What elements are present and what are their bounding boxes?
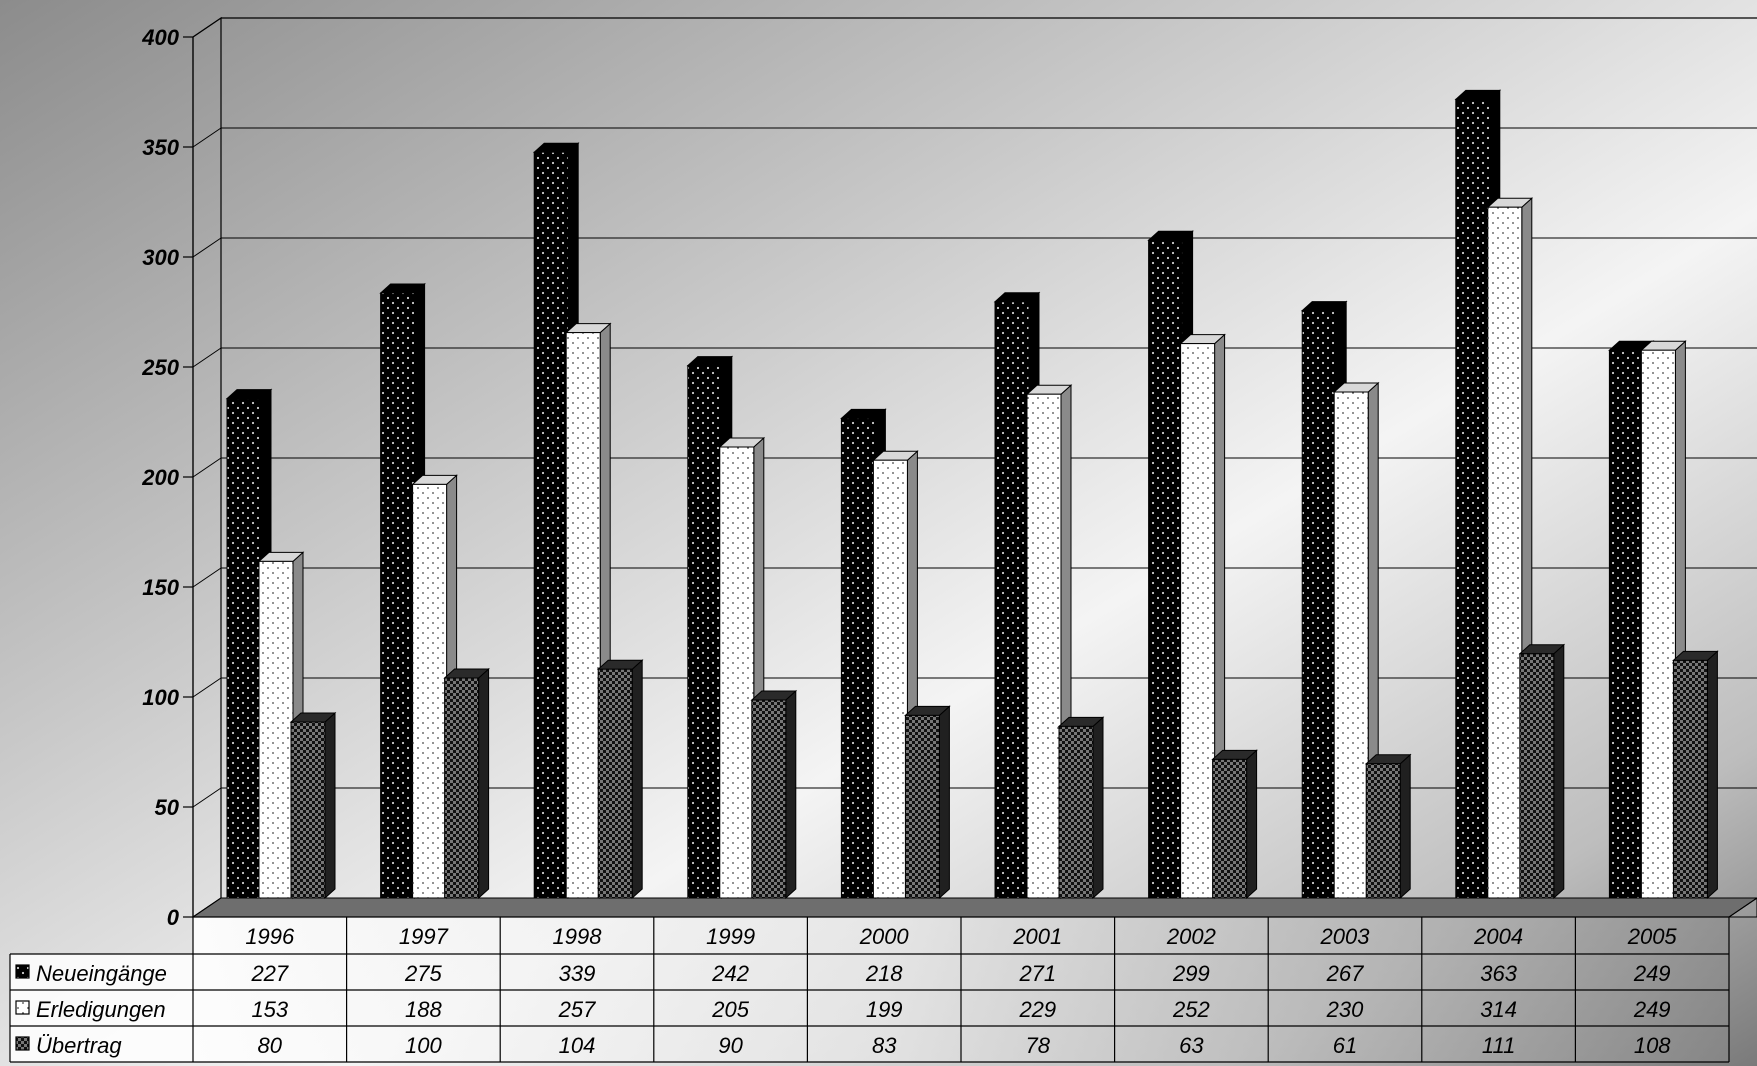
data-label: 227 — [250, 961, 288, 986]
x-tick-label: 1997 — [399, 924, 449, 949]
side-gridline — [192, 237, 222, 258]
side-gridline — [192, 17, 222, 38]
y-tick-label: 150 — [142, 575, 179, 600]
legend-label: Erledigungen — [36, 997, 166, 1022]
x-tick-label: 2001 — [1012, 924, 1062, 949]
side-gridline — [192, 457, 222, 478]
data-label: 218 — [865, 961, 903, 986]
side-gridline — [192, 677, 222, 698]
data-label: 83 — [872, 1033, 897, 1058]
data-label: 275 — [404, 961, 442, 986]
legend-swatch — [15, 964, 30, 979]
data-label: 314 — [1480, 997, 1517, 1022]
data-label: 63 — [1179, 1033, 1204, 1058]
data-label: 242 — [711, 961, 749, 986]
legend-swatch — [15, 1000, 30, 1015]
bar-2-9 — [1672, 650, 1719, 900]
bar-2-5 — [1057, 716, 1105, 900]
y-tick-label: 50 — [155, 795, 180, 820]
bar-2-8 — [1518, 643, 1566, 900]
data-label: 61 — [1333, 1033, 1357, 1058]
data-label: 267 — [1326, 961, 1364, 986]
bar-2-6 — [1211, 749, 1258, 900]
x-tick-label: 1996 — [245, 924, 295, 949]
x-tick-label: 2003 — [1320, 924, 1371, 949]
data-label: 299 — [1172, 961, 1210, 986]
side-gridline — [192, 787, 222, 808]
data-label: 104 — [559, 1033, 596, 1058]
x-tick-label: 1998 — [553, 924, 603, 949]
data-label: 205 — [711, 997, 749, 1022]
data-label: 252 — [1172, 997, 1210, 1022]
data-table: 1996 1997 1998 1999 2000 2001 2002 2003 2004 2005… — [9, 897, 1757, 1063]
data-label: 229 — [1018, 997, 1056, 1022]
side-gridline — [192, 567, 222, 588]
bars — [225, 89, 1719, 900]
data-label: 363 — [1480, 961, 1517, 986]
data-label: 257 — [558, 997, 596, 1022]
y-axis: 0 50 100 150 200 250 300 350 400 — [141, 25, 194, 930]
x-tick-label: 2005 — [1627, 924, 1678, 949]
x-tick-label: 2004 — [1473, 924, 1523, 949]
data-label: 249 — [1633, 997, 1671, 1022]
data-label: 111 — [1482, 1033, 1515, 1058]
data-label: 78 — [1026, 1033, 1051, 1058]
x-tick-label: 2002 — [1166, 924, 1216, 949]
bar-2-7 — [1364, 753, 1412, 900]
data-label: 339 — [559, 961, 596, 986]
legend-label: Neueingänge — [36, 961, 167, 986]
y-tick-label: 100 — [142, 685, 179, 710]
side-gridline — [192, 127, 222, 148]
data-label: 153 — [251, 997, 288, 1022]
data-label: 199 — [866, 997, 903, 1022]
y-tick-label: 0 — [167, 905, 180, 930]
data-label: 80 — [258, 1033, 283, 1058]
bar-1-4 — [872, 450, 919, 900]
bar-2-0 — [289, 711, 337, 900]
data-label: 249 — [1633, 961, 1671, 986]
y-tick-label: 300 — [142, 245, 179, 270]
bar-2-4 — [904, 705, 951, 900]
data-label: 230 — [1326, 997, 1364, 1022]
data-label: 271 — [1018, 961, 1056, 986]
data-label: 90 — [718, 1033, 743, 1058]
bar-2-2 — [596, 659, 644, 900]
x-tick-label: 1999 — [706, 924, 755, 949]
data-label: 100 — [405, 1033, 442, 1058]
y-tick-label: 250 — [141, 355, 179, 380]
legend-label: Übertrag — [36, 1033, 122, 1058]
legend-swatch — [15, 1036, 30, 1051]
y-tick-label: 200 — [141, 465, 179, 490]
data-label: 108 — [1634, 1033, 1671, 1058]
bar-2-3 — [750, 689, 798, 900]
y-tick-label: 400 — [141, 25, 179, 50]
floor — [191, 897, 1757, 918]
x-tick-label: 2000 — [859, 924, 910, 949]
bar-2-1 — [443, 667, 490, 900]
side-gridline — [192, 347, 222, 368]
y-tick-label: 350 — [142, 135, 179, 160]
bar-1-7 — [1332, 381, 1380, 900]
side-gridline — [192, 897, 222, 918]
data-label: 188 — [405, 997, 442, 1022]
bar-1-8 — [1486, 197, 1534, 900]
